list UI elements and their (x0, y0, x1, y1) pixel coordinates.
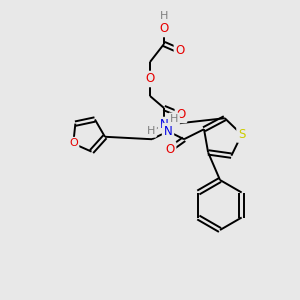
Text: S: S (238, 128, 245, 141)
Text: H: H (160, 11, 168, 21)
Text: O: O (176, 44, 184, 58)
Text: O: O (159, 22, 169, 35)
Text: O: O (146, 73, 154, 85)
Text: H: H (147, 126, 155, 136)
Text: O: O (69, 139, 78, 148)
Text: O: O (165, 143, 175, 156)
Text: O: O (176, 109, 186, 122)
Text: N: N (164, 125, 172, 138)
Text: N: N (160, 118, 168, 131)
Text: H: H (170, 114, 178, 124)
